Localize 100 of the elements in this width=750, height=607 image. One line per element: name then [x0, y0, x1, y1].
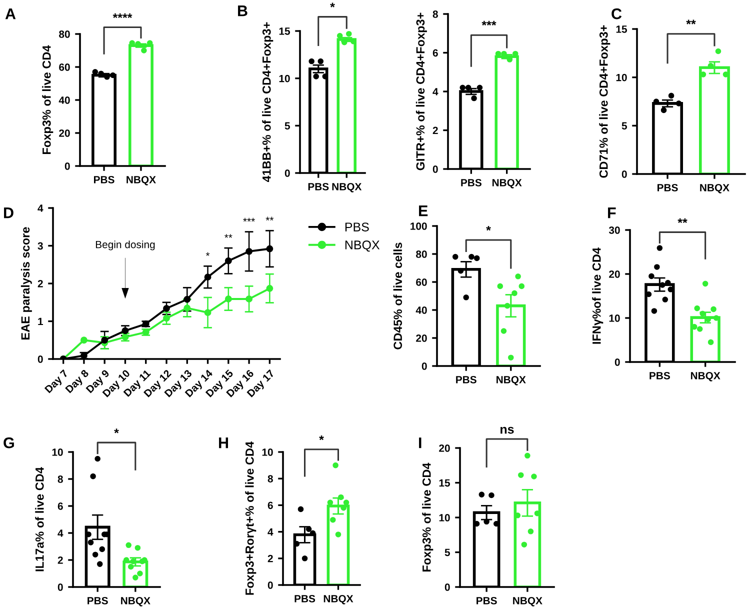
y-tick-label: 80 [59, 30, 70, 38]
y-tick-label: 0 [444, 584, 450, 591]
y-tick-label: 15 [279, 28, 290, 35]
x-tick-label: PBS [456, 376, 476, 384]
y-tick-label: 4 [268, 528, 274, 536]
y-axis-title: CD71% of live CD4+Foxp3+ [599, 25, 610, 178]
y-tick-label: 0 [284, 170, 290, 177]
x-tick-label: NBQX [121, 596, 150, 606]
y-tick-label: 6 [432, 49, 438, 57]
y-tick-label: 0 [422, 362, 427, 370]
y-tick-label: 5 [444, 548, 450, 556]
y-tick-label: 15 [439, 479, 450, 487]
y-tick-label: 0 [614, 358, 620, 366]
y-tick-label: 0 [268, 582, 273, 589]
text: ns [500, 426, 514, 434]
y-tick-label: 0 [432, 166, 438, 173]
x-tick-label: PBS [650, 372, 670, 380]
y-axis-title: GITR+% of live CD4+Foxp3+ [416, 12, 427, 170]
text: * [319, 435, 324, 440]
annotation: ** [266, 216, 274, 220]
y-tick-label: 20 [439, 444, 450, 452]
chart-title: B [238, 6, 248, 16]
x-tick-label: PBS [94, 176, 114, 184]
x-tick-label: PBS [476, 596, 497, 604]
y-tick-label: 8 [268, 475, 273, 482]
y-tick-label: 2 [58, 556, 63, 564]
x-tick-label: NBQX [332, 182, 362, 192]
y-tick-label: 4 [58, 530, 64, 537]
legend-label: PBS [345, 222, 369, 232]
annotation: ** [224, 234, 232, 238]
y-tick-label: 40 [58, 96, 70, 104]
x-tick-label: NBQX [700, 184, 730, 194]
y-tick-label: 10 [439, 514, 450, 522]
y-tick-label: 3 [38, 242, 43, 250]
y-tick-label: 0 [622, 170, 627, 178]
y-tick-label: 8 [432, 10, 438, 18]
y-tick-label: 30 [608, 226, 620, 234]
y-tick-label: 2 [268, 554, 273, 562]
y-tick-label: 5 [284, 122, 290, 130]
annotation: Begin dosing [96, 240, 155, 250]
text: **** [112, 13, 132, 18]
y-axis-title: Foxp3+Rorγt+% of live CD4 [245, 441, 256, 595]
annotation: *** [482, 20, 496, 26]
chart-title: C [612, 8, 622, 20]
y-tick-label: 10 [52, 448, 63, 456]
y-tick-label: 6 [58, 502, 63, 510]
y-tick-label: 100 [410, 222, 427, 230]
text: * [114, 428, 119, 434]
y-tick-label: 5 [622, 122, 627, 130]
x-tick-label: NBQX [492, 178, 522, 188]
text: ** [678, 218, 688, 224]
chart-title: A [5, 8, 16, 20]
annotation: * [206, 252, 210, 256]
x-tick-label: NBQX [126, 176, 156, 186]
chart-title: H [219, 438, 228, 448]
y-tick-label: 10 [262, 448, 273, 456]
y-tick-label: 60 [59, 64, 70, 71]
y-tick-label: 20 [609, 270, 620, 278]
y-tick-label: 4 [38, 204, 44, 212]
y-tick-label: 10 [279, 74, 290, 82]
y-tick-label: 8 [58, 476, 63, 483]
annotation: * [486, 226, 491, 231]
y-tick-label: 2 [432, 126, 438, 134]
y-axis-title: Foxp3% of live CD4 [42, 45, 54, 154]
y-tick-label: 0 [58, 584, 63, 591]
y-axis-title: Foxp3% of live CD4 [422, 462, 434, 572]
y-axis-title: EAE paralysis score [20, 227, 32, 340]
text: * [330, 2, 335, 8]
x-tick-label: PBS [88, 596, 108, 604]
y-axis-title: CD45% of live cells [393, 242, 402, 350]
chart-title: I [419, 438, 422, 448]
x-tick-label: PBS [294, 594, 316, 602]
x-tick-label: PBS [658, 184, 678, 192]
x-tick-label: PBS [461, 178, 482, 186]
y-tick-label: 6 [268, 502, 273, 510]
x-tick-label: PBS [308, 182, 329, 190]
text: ** [686, 20, 696, 24]
chart-title: E [419, 206, 428, 216]
y-tick-label: 80 [416, 250, 427, 258]
y-axis-title: IFNγ%of live CD4 [592, 248, 604, 344]
x-tick-label: NBQX [496, 376, 526, 386]
y-tick-label: 60 [416, 278, 427, 286]
annotation: *** [243, 218, 255, 222]
x-tick-label: NBQX [324, 594, 354, 604]
y-tick-label: 40 [416, 306, 427, 314]
y-tick-label: 0 [64, 162, 70, 170]
y-tick-label: 10 [616, 74, 627, 82]
x-tick-label: NBQX [690, 372, 720, 382]
legend-label: NBQX [345, 240, 380, 252]
y-tick-label: 0 [38, 356, 43, 363]
y-tick-label: 4 [432, 88, 438, 96]
y-axis-title: IL17a% of live CD4 [35, 467, 44, 572]
y-axis-title: 41BB+% of live CD4+Foxp3+ [262, 22, 274, 182]
y-tick-label: 2 [38, 280, 43, 288]
x-tick-label: NBQX [513, 596, 542, 606]
y-tick-label: 20 [59, 130, 70, 137]
y-tick-label: 10 [609, 314, 620, 322]
chart-title: G [4, 437, 14, 448]
y-tick-label: 20 [416, 334, 427, 342]
y-tick-label: 15 [616, 26, 627, 33]
